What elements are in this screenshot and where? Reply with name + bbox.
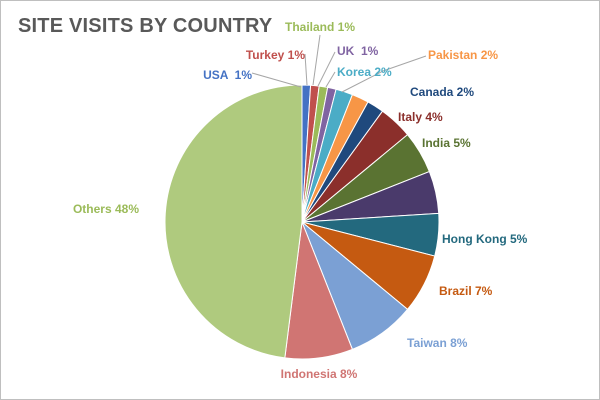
data-label-italy: Italy 4% <box>398 110 443 124</box>
leader-line-pakistan <box>341 55 427 93</box>
data-label-brazil: Brazil 7% <box>439 284 493 298</box>
data-label-india: India 5% <box>422 136 471 150</box>
leader-line-turkey <box>304 53 308 86</box>
data-label-thailand: Thailand 1% <box>285 20 355 34</box>
leader-line-korea <box>325 71 336 88</box>
data-label-hong-kong: Hong Kong 5% <box>442 232 528 246</box>
leader-line-uk <box>317 51 336 87</box>
data-label-turkey: Turkey 1% <box>246 48 305 62</box>
data-label-usa: USA 1% <box>203 68 252 82</box>
data-label-others: Others 48% <box>73 202 139 216</box>
data-label-canada: Canada 2% <box>410 85 474 99</box>
data-label-korea: Korea 2% <box>337 65 392 79</box>
data-label-uk: UK 1% <box>337 44 379 58</box>
leader-line-thailand <box>312 34 321 86</box>
leader-line-usa <box>251 72 302 88</box>
chart-title: SITE VISITS BY COUNTRY <box>18 15 273 37</box>
data-label-pakistan: Pakistan 2% <box>428 48 498 62</box>
pie-slice-others <box>164 84 303 359</box>
data-label-indonesia: Indonesia 8% <box>281 367 358 381</box>
data-label-taiwan: Taiwan 8% <box>407 336 468 350</box>
